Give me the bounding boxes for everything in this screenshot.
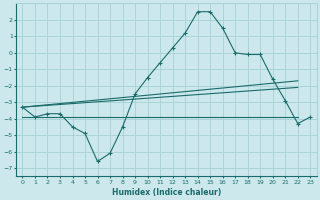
X-axis label: Humidex (Indice chaleur): Humidex (Indice chaleur) — [112, 188, 221, 197]
